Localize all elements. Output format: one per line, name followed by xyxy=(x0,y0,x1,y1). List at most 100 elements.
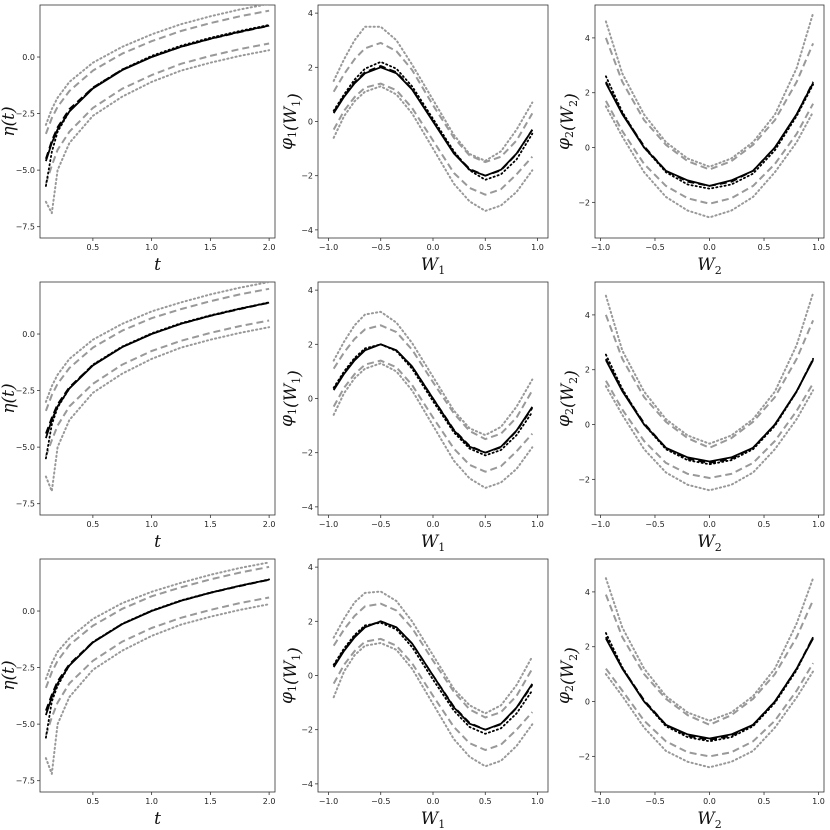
x-tick-label: 0.0 xyxy=(703,797,716,806)
x-axis-title: W2 xyxy=(697,809,721,830)
series-line-dotted xyxy=(604,577,815,722)
series-line-solid xyxy=(45,578,270,716)
y-axis-title: η(t) xyxy=(0,660,19,690)
y-tick-label: −2 xyxy=(301,449,313,458)
y-tick-label: 4 xyxy=(585,588,590,597)
y-tick-label: 0 xyxy=(585,421,590,430)
y-tick-label: 0 xyxy=(308,118,313,127)
x-tick-label: 0.5 xyxy=(758,797,771,806)
y-tick-label: 2 xyxy=(585,643,590,652)
series-line-dotted xyxy=(604,292,815,445)
series-line-dotted xyxy=(604,105,815,219)
x-axis-title: W2 xyxy=(697,255,721,277)
y-tick-label: −2.5 xyxy=(16,664,35,673)
series-line-dashed xyxy=(332,41,534,164)
y-tick-label: 4 xyxy=(308,286,313,295)
panel-1-1: −1.0 −0.5 0.0 0.5 1.0 −4 −2 0 2 4 W1 φ1(W1) xyxy=(277,281,549,554)
x-axis-title: t xyxy=(154,255,161,275)
series-line-dashed xyxy=(44,42,270,185)
series-line-dashed xyxy=(605,100,814,205)
series-line-dotted xyxy=(332,642,534,768)
y-tick-label: 0 xyxy=(308,395,313,404)
y-tick-label: 2 xyxy=(585,366,590,375)
series-line-solid xyxy=(45,24,270,162)
x-tick-label: 0.0 xyxy=(703,243,716,252)
y-tick-label: 4 xyxy=(308,9,313,18)
y-axis-title: φ2(W2) xyxy=(554,93,582,150)
x-tick-label: −0.5 xyxy=(645,797,664,806)
y-axis-title: η(t) xyxy=(0,106,19,136)
y-tick-label: 2 xyxy=(308,617,313,626)
x-tick-label: 1.0 xyxy=(531,520,544,529)
x-tick-label: −1.0 xyxy=(319,520,338,529)
x-tick-label: 1.0 xyxy=(812,797,825,806)
panel-2-0: 0.5 1.0 1.5 2.0 −7.5 −5.0 −2.5 0.0 t η(t) xyxy=(0,558,276,829)
x-tick-label: 0.5 xyxy=(758,243,771,252)
series-line-dashed xyxy=(44,287,270,412)
panel-2-2: −1.0 −0.5 0.0 0.5 1.0 −2 0 2 4 W2 φ2(W2) xyxy=(554,558,825,830)
x-tick-label: 0.5 xyxy=(758,520,771,529)
panel-2-1: −1.0 −0.5 0.0 0.5 1.0 −4 −2 0 2 4 W1 φ1(W1) xyxy=(277,558,549,830)
y-tick-label: −5.0 xyxy=(16,166,35,175)
series-line-dashed xyxy=(605,636,814,741)
panel-frame xyxy=(594,558,825,793)
y-tick-label: 0.0 xyxy=(22,53,35,62)
series-line-dotted xyxy=(332,590,534,715)
panel-0-1: −1.0 −0.5 0.0 0.5 1.0 −4 −2 0 2 4 W1 φ1(W1) xyxy=(277,4,549,277)
series-line-dashed xyxy=(605,662,814,758)
y-tick-label: −2 xyxy=(578,475,590,484)
x-tick-label: 1.0 xyxy=(531,797,544,806)
x-tick-label: 0.5 xyxy=(87,520,100,529)
series-line-dotted xyxy=(44,5,269,126)
x-tick-label: 1.0 xyxy=(145,520,158,529)
x-tick-label: 2.0 xyxy=(263,243,276,252)
x-tick-label: 0.0 xyxy=(703,520,716,529)
series-line-dotted xyxy=(605,632,814,743)
series-line-dashed xyxy=(332,602,534,719)
series-line-dotted xyxy=(44,49,271,215)
x-tick-label: −1.0 xyxy=(319,243,338,252)
y-tick-label: −4 xyxy=(301,226,313,235)
y-tick-label: −5.0 xyxy=(16,720,35,729)
x-tick-label: 0.0 xyxy=(427,520,440,529)
x-axis-title: W1 xyxy=(421,809,445,830)
x-tick-label: 0.5 xyxy=(479,243,492,252)
y-tick-label: 0 xyxy=(585,144,590,153)
panel-1-2: −1.0 −0.5 0.0 0.5 1.0 −2 0 2 4 W2 φ2(W2) xyxy=(554,281,825,554)
y-tick-label: −4 xyxy=(301,780,313,789)
x-tick-label: 2.0 xyxy=(263,797,276,806)
series-line-dotted xyxy=(44,561,271,680)
series-line-dotted xyxy=(332,621,534,735)
x-tick-label: 1.0 xyxy=(145,797,158,806)
series-line-dotted xyxy=(44,603,271,775)
x-tick-label: 2.0 xyxy=(263,520,276,529)
x-tick-label: 1.0 xyxy=(812,243,825,252)
series-line-dashed xyxy=(604,37,815,171)
x-tick-label: 1.0 xyxy=(812,520,825,529)
x-axis-title: W1 xyxy=(421,255,445,277)
x-tick-label: 1.0 xyxy=(145,243,158,252)
y-axis-title: φ2(W2) xyxy=(554,647,582,704)
series-line-dotted xyxy=(332,343,534,457)
x-tick-label: −0.5 xyxy=(645,520,664,529)
y-tick-label: −2 xyxy=(301,172,313,181)
y-axis-title: φ1(W1) xyxy=(277,647,305,704)
y-axis-title: φ2(W2) xyxy=(554,370,582,427)
x-axis-title: t xyxy=(154,532,161,552)
y-tick-label: 2 xyxy=(585,89,590,98)
y-tick-label: −7.5 xyxy=(16,777,35,786)
y-tick-label: −7.5 xyxy=(16,500,35,509)
x-tick-label: 1.5 xyxy=(204,243,217,252)
panel-frame xyxy=(39,4,276,239)
y-tick-label: 2 xyxy=(308,340,313,349)
series-line-dashed xyxy=(332,620,534,731)
panel-frame xyxy=(594,281,825,516)
x-tick-label: 0.5 xyxy=(87,797,100,806)
x-tick-label: 1.0 xyxy=(531,243,544,252)
series-line-solid xyxy=(605,359,814,463)
series-line-dotted xyxy=(44,282,271,403)
x-tick-label: 1.5 xyxy=(204,520,217,529)
panel-frame xyxy=(39,281,276,516)
y-tick-label: 2 xyxy=(308,63,313,72)
